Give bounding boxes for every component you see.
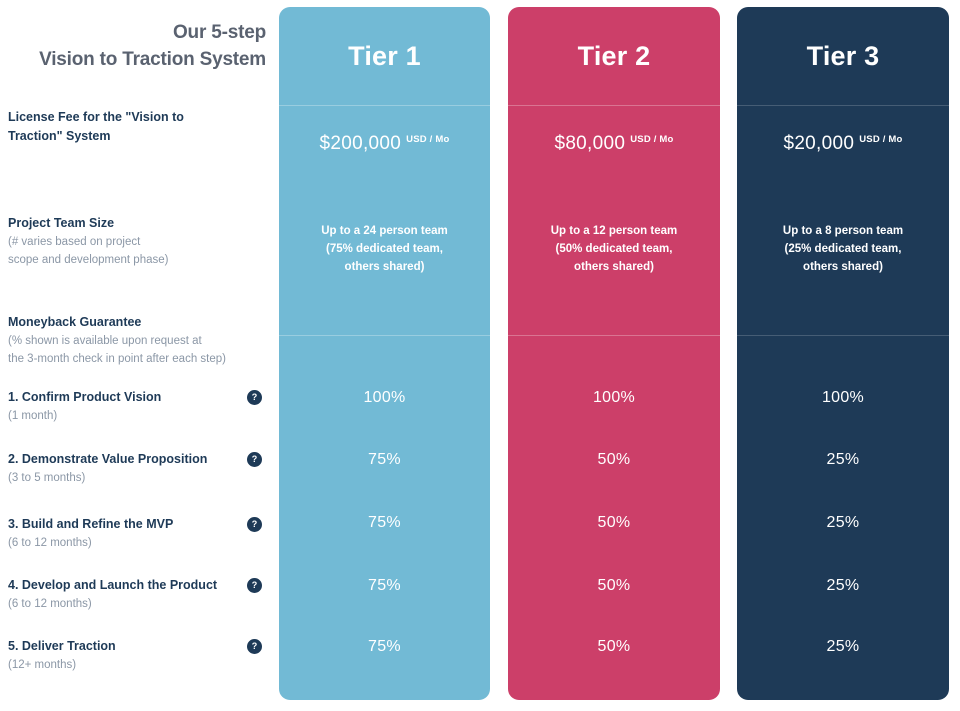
tier-3-price: $20,000 USD / Mo	[737, 133, 949, 155]
tier-1-price-amount: $200,000	[319, 133, 402, 154]
tier-1-divider-mid	[279, 335, 490, 336]
row-label-step-2-title: 2. Demonstrate Value Proposition	[8, 452, 208, 466]
row-label-step-1: 1. Confirm Product Vision (1 month) ?	[8, 388, 270, 425]
tier-3-price-amount: $20,000	[783, 133, 855, 154]
page-title-line-1: Our 5-step	[172, 22, 266, 43]
row-label-step-4-duration: (6 to 12 months)	[8, 597, 92, 610]
row-label-license-fee-line-1: License Fee for the "Vision to	[8, 110, 184, 124]
tier-3-team-line-3: others shared)	[803, 260, 883, 273]
row-label-step-5-duration: (12+ months)	[8, 658, 77, 671]
tier-card-tier-2[interactable]: Tier 2 $80,000 USD / Mo Up to a 12 perso…	[508, 7, 720, 700]
tier-3-guarantee-step-4: 25%	[826, 577, 860, 594]
row-label-step-4-title: 4. Develop and Launch the Product	[8, 578, 218, 592]
row-label-moneyback-guarantee: Moneyback Guarantee (% shown is availabl…	[8, 313, 270, 368]
tier-2-team-line-3: others shared)	[574, 260, 654, 273]
tier-1-guarantee-step-2: 75%	[368, 451, 401, 468]
tier-3-team-line-1: Up to a 8 person team	[782, 225, 904, 237]
row-label-step-1-duration: (1 month)	[8, 409, 58, 422]
row-label-project-team-size-sub-1: (# varies based on project	[8, 235, 141, 248]
row-label-license-fee-line-2: Traction" System	[8, 128, 111, 143]
tier-2-guarantee-step-3: 50%	[597, 514, 631, 531]
tier-2-price: $80,000 USD / Mo	[508, 133, 720, 155]
page-title: Our 5-step Vision to Traction System	[0, 20, 266, 74]
help-icon-step-1[interactable]: ?	[247, 390, 262, 405]
tier-2-guarantee-step-4: 50%	[597, 577, 631, 594]
tier-3-team-size: Up to a 8 person team (25% dedicated tea…	[737, 223, 949, 276]
tier-1-guarantee-step-3: 75%	[368, 514, 401, 531]
tier-2-team-line-2: (50% dedicated team,	[555, 242, 673, 255]
help-icon-step-5[interactable]: ?	[247, 639, 262, 654]
row-label-moneyback-guarantee-sub-1: (% shown is available upon request at	[8, 334, 202, 347]
help-icon-step-3[interactable]: ?	[247, 517, 262, 532]
tier-1-team-line-1: Up to a 24 person team	[321, 225, 448, 237]
tier-1-price-unit: USD / Mo	[406, 134, 450, 145]
tier-1-guarantee-step-1: 100%	[363, 389, 406, 406]
tier-1-team-size: Up to a 24 person team (75% dedicated te…	[279, 223, 490, 276]
page-title-line-2: Vision to Traction System	[39, 48, 266, 70]
tier-2-price-unit: USD / Mo	[630, 134, 674, 145]
tier-3-guarantee-step-2: 25%	[826, 451, 860, 468]
tier-2-team-line-1: Up to a 12 person team	[550, 225, 678, 237]
row-label-step-1-title: 1. Confirm Product Vision	[8, 390, 162, 404]
tier-2-guarantee-step-5: 50%	[597, 638, 631, 655]
row-label-step-3-duration: (6 to 12 months)	[8, 536, 92, 549]
row-label-moneyback-guarantee-sub-2: the 3-month check in point after each st…	[8, 352, 226, 365]
tier-2-price-amount: $80,000	[554, 133, 626, 154]
tier-1-guarantee-step-5: 75%	[368, 638, 401, 655]
row-label-license-fee: License Fee for the "Vision to Traction"…	[8, 108, 270, 146]
row-label-moneyback-guarantee-title: Moneyback Guarantee	[8, 315, 142, 329]
row-label-project-team-size-title: Project Team Size	[8, 216, 115, 230]
tier-3-divider-mid	[737, 335, 949, 336]
tier-2-header: Tier 2	[577, 40, 651, 71]
tier-2-guarantee-step-2: 50%	[597, 451, 631, 468]
help-icon-step-2[interactable]: ?	[247, 452, 262, 467]
row-label-project-team-size-sub-2: scope and development phase)	[8, 253, 169, 266]
tier-1-guarantee-step-4: 75%	[368, 577, 401, 594]
tier-2-divider-mid	[508, 335, 720, 336]
tier-3-header: Tier 3	[806, 40, 880, 71]
tier-3-guarantee-step-1: 100%	[821, 389, 865, 406]
row-label-step-3-title: 3. Build and Refine the MVP	[8, 517, 174, 531]
tier-1-team-line-3: others shared)	[344, 260, 425, 273]
tier-2-divider-top	[508, 105, 720, 106]
tier-3-team-line-2: (25% dedicated team,	[784, 242, 902, 255]
tier-3-divider-top	[737, 105, 949, 106]
tier-1-price: $200,000 USD / Mo	[279, 133, 490, 155]
tier-1-team-line-2: (75% dedicated team,	[326, 242, 443, 255]
row-label-project-team-size: Project Team Size (# varies based on pro…	[8, 214, 270, 269]
tier-2-guarantee-step-1: 100%	[592, 389, 636, 406]
tier-card-tier-1[interactable]: Tier 1 $200,000 USD / Mo Up to a 24 pers…	[279, 7, 490, 700]
help-icon-step-4[interactable]: ?	[247, 578, 262, 593]
tier-2-team-size: Up to a 12 person team (50% dedicated te…	[508, 223, 720, 276]
feature-label-column: Our 5-step Vision to Traction System Lic…	[0, 0, 275, 711]
row-label-step-5: 5. Deliver Traction (12+ months) ?	[8, 637, 270, 674]
row-label-step-3: 3. Build and Refine the MVP (6 to 12 mon…	[8, 515, 270, 552]
row-label-step-5-title: 5. Deliver Traction	[8, 639, 116, 653]
row-label-step-2-duration: (3 to 5 months)	[8, 471, 86, 484]
tier-3-guarantee-step-5: 25%	[826, 638, 860, 655]
tier-3-guarantee-step-3: 25%	[826, 514, 860, 531]
tier-1-divider-top	[279, 105, 490, 106]
tier-3-price-unit: USD / Mo	[859, 134, 903, 145]
row-label-step-4: 4. Develop and Launch the Product (6 to …	[8, 576, 270, 613]
tier-1-header: Tier 1	[348, 40, 421, 71]
tier-card-tier-3[interactable]: Tier 3 $20,000 USD / Mo Up to a 8 person…	[737, 7, 949, 700]
row-label-step-2: 2. Demonstrate Value Proposition (3 to 5…	[8, 450, 270, 487]
